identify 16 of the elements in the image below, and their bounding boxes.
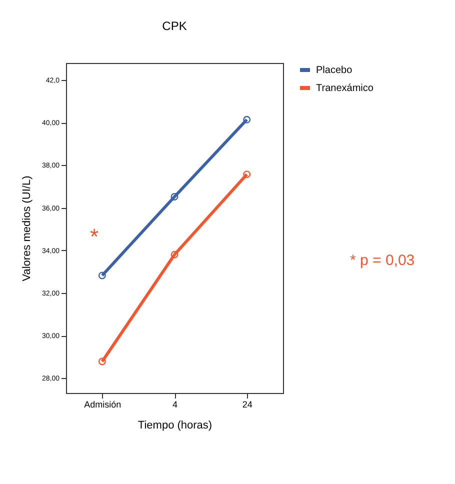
y-axis-title: Valores medios (UI/L) (20, 176, 33, 282)
x-tick-label: 24 (242, 400, 252, 410)
point (170, 250, 178, 258)
text: * p = 0,03 (350, 252, 415, 269)
x-tick-label: 4 (172, 400, 178, 410)
point (243, 170, 251, 178)
legend-label: Tranexámico (316, 83, 374, 94)
legend-label: Placebo (316, 65, 353, 76)
x-axis-title: Tiempo (horas) (138, 420, 212, 432)
point (98, 272, 106, 280)
annotation: * (90, 224, 99, 250)
x-tick-label: Admisión (84, 400, 122, 410)
point (243, 116, 251, 124)
point (98, 358, 106, 366)
chart-title: CPK (162, 19, 187, 33)
point (170, 192, 178, 200)
